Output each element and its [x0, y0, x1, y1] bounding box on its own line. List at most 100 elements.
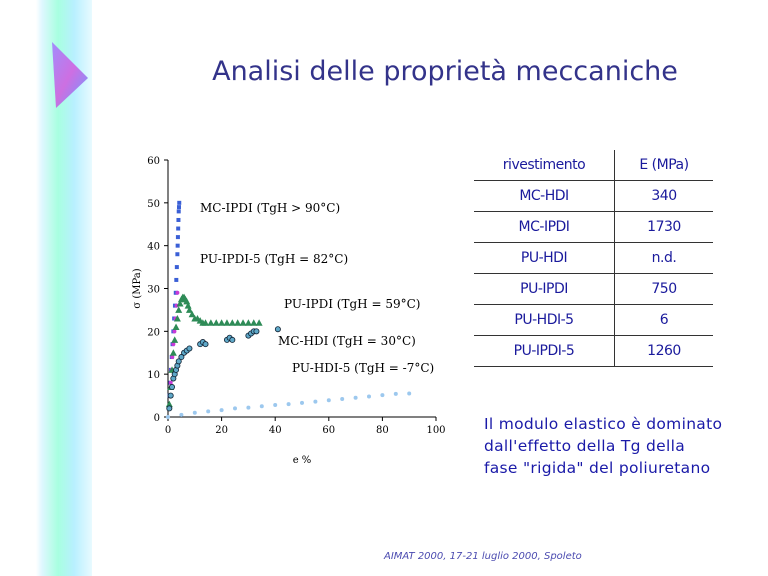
data-point [171, 336, 179, 343]
y-axis-label: σ (MPa) [132, 268, 143, 308]
data-point [178, 354, 185, 361]
series-label: PU-IPDI (TgH = 59°C) [284, 297, 420, 311]
footer-citation: AIMAT 2000, 17-21 luglio 2000, Spoleto [384, 551, 582, 562]
x-tick-label: 60 [322, 425, 335, 436]
note-line: Il modulo elastico è dominato [484, 415, 723, 433]
cell-modulus: 750 [614, 273, 713, 305]
data-point [380, 393, 385, 398]
cell-modulus: 6 [614, 304, 713, 336]
data-point [171, 342, 176, 347]
data-point [353, 395, 358, 400]
data-point [172, 329, 177, 334]
modulus-table: rivestimento E (MPa) MC-HDI 340 MC-IPDI 173… [474, 150, 713, 367]
x-tick-label: 80 [376, 425, 389, 436]
y-tick-label: 20 [147, 327, 160, 338]
conclusion-note: Il modulo elastico è dominato dall'effet… [484, 413, 768, 479]
table-row: MC-IPDI 1730 [474, 211, 713, 243]
table-row: PU-HDI-5 6 [474, 304, 713, 336]
y-tick-label: 60 [147, 156, 160, 167]
data-point [233, 406, 237, 411]
x-tick-label: 0 [165, 425, 171, 436]
data-point [218, 319, 226, 326]
data-point [169, 384, 176, 391]
data-point [166, 415, 170, 419]
data-point [165, 400, 173, 408]
data-point [172, 323, 180, 331]
x-tick-label: 40 [269, 425, 282, 436]
x-axis-label: e % [293, 455, 312, 466]
data-point [167, 392, 174, 399]
data-point [184, 302, 192, 309]
data-point [183, 297, 191, 305]
data-point [244, 319, 252, 326]
data-point [393, 391, 398, 396]
data-point [274, 326, 281, 333]
note-line: fase "rigida" del poliuretano [484, 459, 711, 477]
header-modulus: E (MPa) [614, 150, 713, 181]
data-point [207, 319, 215, 326]
data-point [175, 358, 182, 365]
data-point [313, 399, 318, 404]
y-tick-label: 50 [147, 199, 160, 210]
data-point [186, 345, 193, 352]
y-tick-label: 0 [154, 413, 160, 424]
x-tick-label: 20 [215, 425, 228, 436]
series-label: MC-HDI (TgH = 30°C) [278, 334, 416, 348]
data-point [175, 306, 183, 313]
data-point [206, 409, 211, 414]
data-point [177, 200, 182, 205]
data-point [259, 404, 264, 409]
data-point [246, 405, 251, 410]
series-label: MC-IPDI (TgH > 90°C) [200, 201, 340, 215]
data-point [229, 336, 236, 343]
cell-coating: PU-IPDI [474, 273, 615, 305]
y-tick-label: 10 [147, 370, 160, 381]
y-tick-label: 30 [147, 285, 160, 296]
data-point [170, 355, 175, 360]
data-point [176, 299, 184, 307]
note-line: dall'effetto della Tg della [484, 437, 685, 455]
data-point [219, 408, 224, 413]
table-header-row: rivestimento E (MPa) [474, 150, 713, 181]
table-row: MC-HDI 340 [474, 180, 713, 212]
decorative-side-strip [0, 0, 92, 576]
data-point [174, 277, 179, 282]
stress-strain-chart: 0 10 20 30 40 50 60 0 20 40 60 80 100 e % σ (MPa) MC-IP… [132, 156, 446, 466]
cell-modulus: n.d. [614, 242, 713, 274]
cell-coating: MC-IPDI [474, 211, 615, 243]
data-point [234, 319, 242, 326]
data-point [273, 403, 278, 408]
data-point [175, 252, 180, 257]
series-label: PU-IPDI-5 (TgH = 82°C) [200, 252, 348, 266]
cell-coating: PU-HDI [474, 242, 615, 274]
data-point [192, 410, 197, 415]
data-point [239, 319, 247, 326]
data-point [173, 314, 181, 322]
data-point [300, 400, 304, 405]
cell-modulus: 1730 [614, 211, 713, 243]
data-point [176, 205, 181, 210]
table-row: PU-IPDI-5 1260 [474, 335, 713, 367]
data-point [223, 319, 231, 326]
data-point [176, 209, 181, 214]
data-point [168, 380, 173, 385]
data-point [367, 394, 371, 399]
series-label: PU-HDI-5 (TgH = -7°C) [292, 361, 434, 375]
data-point [326, 398, 331, 403]
cell-modulus: 340 [614, 180, 713, 212]
data-point [340, 397, 345, 402]
data-point [202, 341, 209, 348]
data-point [176, 226, 181, 231]
x-tick-label: 100 [426, 425, 445, 436]
data-point [407, 391, 412, 396]
cell-coating: PU-HDI-5 [474, 304, 615, 336]
data-point [169, 349, 177, 356]
cell-coating: PU-IPDI-5 [474, 335, 615, 367]
data-point [185, 306, 193, 313]
data-point [253, 328, 260, 335]
y-tick-label: 40 [147, 242, 160, 253]
slide-title: Analisi delle proprietà meccaniche [212, 56, 678, 87]
cell-coating: MC-HDI [474, 180, 615, 212]
table-row: PU-IPDI 750 [474, 273, 713, 305]
data-point [175, 290, 180, 295]
